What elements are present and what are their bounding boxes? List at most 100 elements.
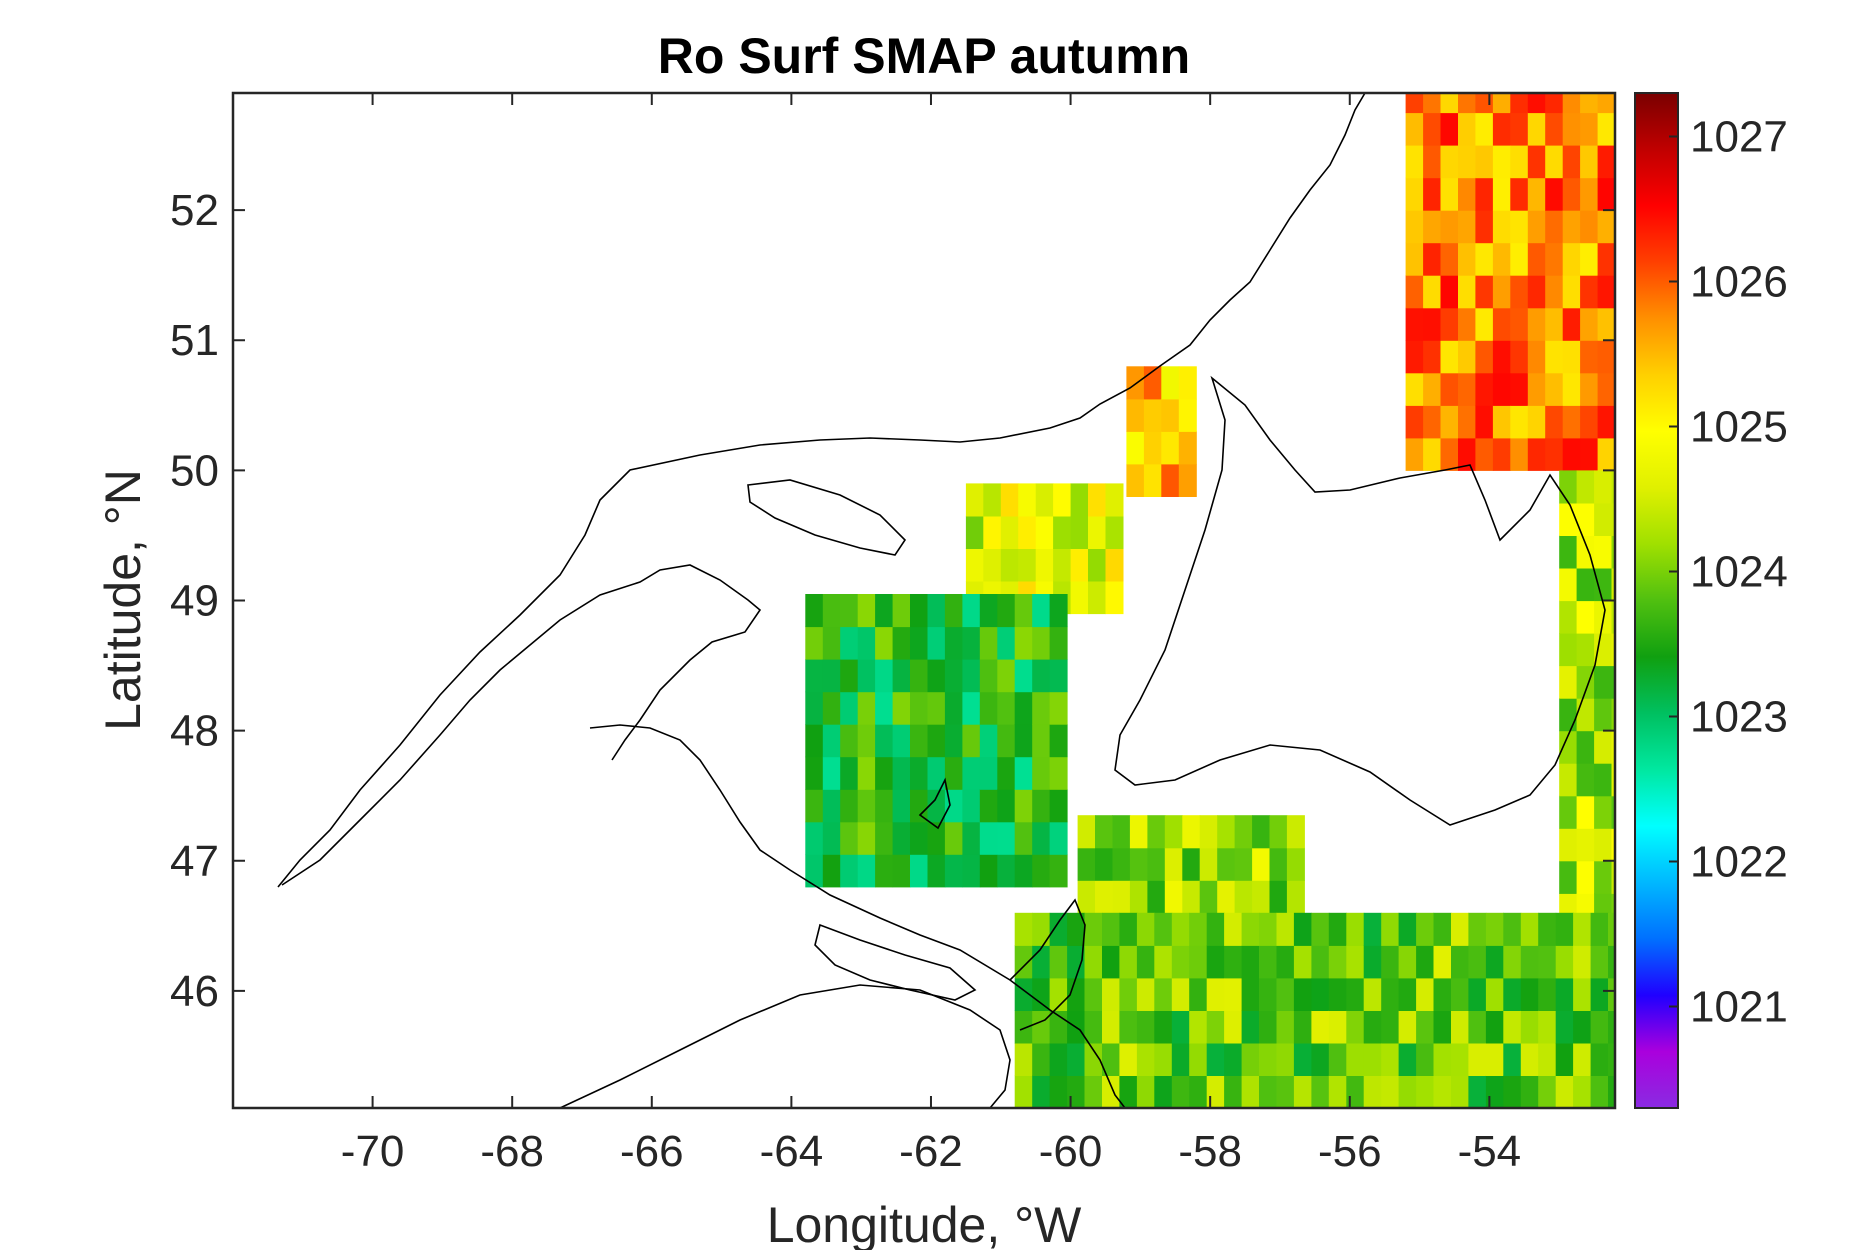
heatmap-cell xyxy=(1597,340,1615,374)
heatmap-cell xyxy=(910,691,928,725)
heatmap-cell xyxy=(1035,548,1054,582)
heatmap-cell xyxy=(1398,1042,1417,1076)
heatmap-cell xyxy=(1510,405,1529,439)
heatmap-cell xyxy=(1206,912,1225,946)
heatmap-cell xyxy=(1049,691,1068,725)
heatmap-cell xyxy=(1234,880,1253,914)
heatmap-cell xyxy=(1555,1075,1574,1108)
heatmap-cell xyxy=(805,691,824,725)
heatmap-cell xyxy=(1171,1075,1190,1108)
heatmap-cell xyxy=(1475,242,1494,276)
heatmap-cell xyxy=(1590,1042,1609,1076)
heatmap-cell xyxy=(1014,756,1033,790)
heatmap-cell xyxy=(927,821,946,855)
heatmap-cell xyxy=(1562,405,1581,439)
heatmap-cell xyxy=(1611,730,1615,764)
heatmap-cell xyxy=(1503,1010,1522,1044)
heatmap-cell xyxy=(1206,1075,1225,1108)
heatmap-cell xyxy=(1451,912,1469,946)
heatmap-cell xyxy=(1440,93,1459,114)
colorbar-tick-label: 1027 xyxy=(1690,113,1788,162)
heatmap-cell xyxy=(1492,275,1511,309)
heatmap-cell xyxy=(962,724,981,758)
heatmap-cell xyxy=(1527,210,1546,244)
heatmap-cell xyxy=(1105,515,1124,549)
colorbar: 1021 1022 1023 1024 1025 1026 1027 xyxy=(1634,92,1788,1109)
heatmap-cell xyxy=(805,659,824,693)
heatmap-cell xyxy=(1112,815,1131,849)
heatmap-cell xyxy=(1070,581,1089,615)
heatmap-cell xyxy=(1458,145,1476,179)
heatmap-cell xyxy=(1105,581,1124,615)
heatmap-cell xyxy=(1363,912,1382,946)
heatmap-cell xyxy=(1293,1042,1312,1076)
heatmap-cell xyxy=(1520,912,1539,946)
heatmap-cell xyxy=(1423,372,1442,406)
heatmap-cell xyxy=(1594,633,1613,667)
heatmap-cell xyxy=(875,854,894,888)
heatmap-cell xyxy=(1154,945,1173,979)
colorbar-ticks: 1021 1022 1023 1024 1025 1026 1027 xyxy=(1669,113,1788,1032)
heatmap-cell xyxy=(1154,977,1173,1011)
heatmap-cell xyxy=(857,821,876,855)
heatmap-cell xyxy=(857,626,876,660)
heatmap-cell xyxy=(805,724,824,758)
heatmap-cell xyxy=(1095,880,1113,914)
heatmap-cell xyxy=(1049,1042,1068,1076)
heatmap-cell xyxy=(1259,1042,1277,1076)
heatmap-cell xyxy=(1143,431,1162,465)
heatmap-cell xyxy=(1608,1042,1615,1076)
heatmap-cell xyxy=(1084,1075,1103,1108)
heatmap-cell xyxy=(1608,945,1615,979)
heatmap-cell xyxy=(1611,502,1615,536)
heatmap-cell xyxy=(997,821,1016,855)
heatmap-cell xyxy=(1538,912,1557,946)
heatmap-cell xyxy=(1520,945,1539,979)
heatmap-cell xyxy=(1510,145,1529,179)
heatmap-cell xyxy=(1286,847,1305,881)
heatmap-cell xyxy=(1576,730,1595,764)
heatmap-cell xyxy=(944,821,963,855)
heatmap-cell xyxy=(1077,880,1096,914)
heatmap-cell xyxy=(1053,483,1072,517)
heatmap-cell xyxy=(1423,145,1442,179)
heatmap-cell xyxy=(1154,1075,1173,1108)
heatmap-cell xyxy=(1032,756,1051,790)
heatmap-cell xyxy=(1562,437,1581,471)
heatmap-cell xyxy=(1067,977,1086,1011)
heatmap-cell xyxy=(1492,93,1511,114)
heatmap-cell xyxy=(965,548,984,582)
heatmap-cell xyxy=(1405,340,1424,374)
heatmap-cell xyxy=(1503,1075,1522,1108)
coastline-north-shore xyxy=(277,93,1366,888)
heatmap-cell xyxy=(1440,145,1459,179)
heatmap-cell xyxy=(962,659,981,693)
heatmap-cell xyxy=(1035,483,1054,517)
heatmap-cell xyxy=(962,691,981,725)
heatmap-cell xyxy=(1510,177,1529,211)
heatmap-cell xyxy=(1559,502,1578,536)
heatmap-cell xyxy=(1252,880,1271,914)
y-axis: 46 47 48 49 50 51 52 xyxy=(170,186,1615,1016)
heatmap-cell xyxy=(1276,1010,1295,1044)
heatmap-cell xyxy=(1492,112,1511,146)
heatmap-cell xyxy=(1032,594,1051,628)
heatmap-cell xyxy=(962,594,981,628)
heatmap-cell xyxy=(1049,854,1068,888)
heatmap-cell xyxy=(1032,626,1051,660)
heatmap-cell xyxy=(997,594,1016,628)
heatmap-cell xyxy=(857,724,876,758)
heatmap-cell xyxy=(1398,1075,1417,1108)
heatmap-cell xyxy=(1416,1075,1435,1108)
heatmap-cell xyxy=(1597,437,1615,471)
heatmap-cell xyxy=(1032,945,1051,979)
heatmap-cell xyxy=(997,724,1016,758)
heatmap-cell xyxy=(1580,177,1599,211)
heatmap-cell xyxy=(805,626,824,660)
heatmap-cell xyxy=(910,626,928,660)
heatmap-cell xyxy=(805,854,824,888)
heatmap-cell xyxy=(892,626,911,660)
heatmap-cell xyxy=(1032,977,1051,1011)
heatmap-cell xyxy=(1510,307,1529,341)
heatmap-cell xyxy=(1000,483,1019,517)
